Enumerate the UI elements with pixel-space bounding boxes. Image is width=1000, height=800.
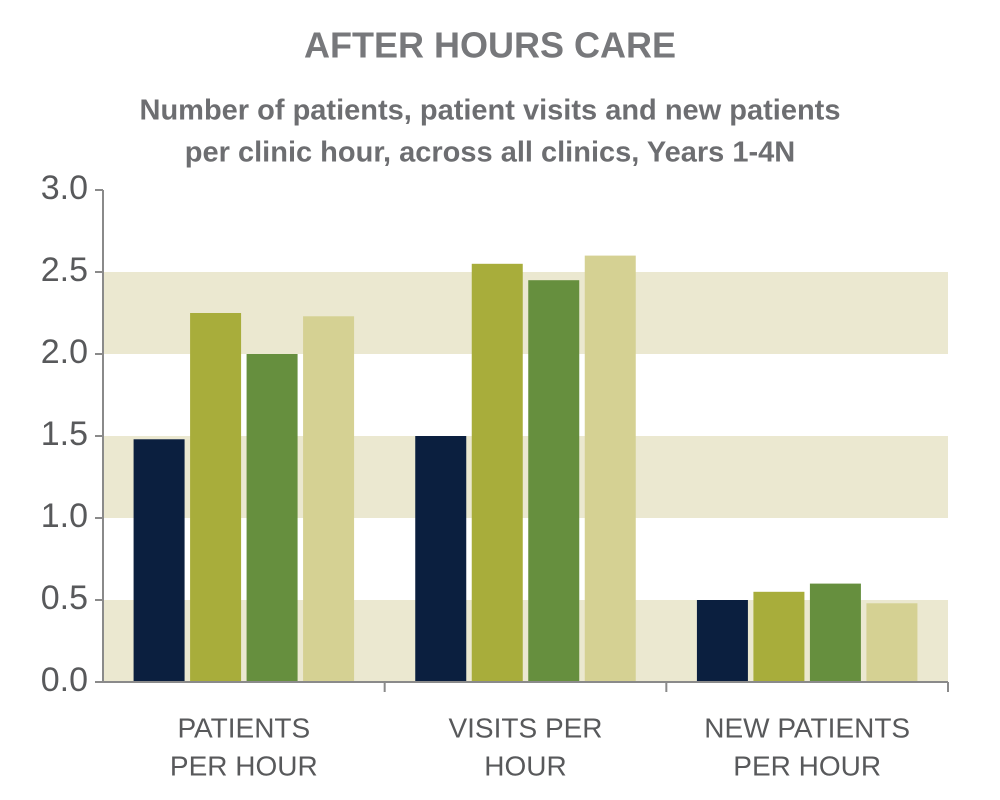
bar <box>415 436 467 682</box>
x-tick-label: HOUR <box>484 750 566 781</box>
chart-subtitle: Number of patients, patient visits and n… <box>140 95 841 127</box>
y-tick-label: 2.0 <box>41 333 88 371</box>
chart-subtitle: per clinic hour, across all clinics, Yea… <box>185 137 795 169</box>
bar <box>528 280 580 682</box>
bar <box>190 313 242 682</box>
x-tick-label: NEW PATIENTS <box>704 712 910 743</box>
bar <box>696 600 748 682</box>
x-tick-label: PER HOUR <box>733 750 881 781</box>
bar <box>584 255 636 682</box>
bar <box>866 603 918 682</box>
y-tick-label: 1.0 <box>41 497 88 535</box>
bar <box>471 263 523 682</box>
y-tick-label: 1.5 <box>41 415 88 453</box>
x-tick-label: PER HOUR <box>170 750 318 781</box>
y-tick-label: 0.5 <box>41 579 88 617</box>
bar <box>246 354 298 682</box>
bar <box>133 439 185 682</box>
grid-band <box>103 272 948 354</box>
x-tick-label: VISITS PER <box>448 712 602 743</box>
y-tick-label: 3.0 <box>41 169 88 207</box>
bar <box>753 591 805 682</box>
grid-band <box>103 600 948 682</box>
x-tick-label: PATIENTS <box>177 712 310 743</box>
chart-title: AFTER HOURS CARE <box>304 25 676 66</box>
y-tick-label: 2.5 <box>41 251 88 289</box>
y-tick-label: 0.0 <box>41 661 88 699</box>
bar <box>303 316 355 682</box>
grid-band <box>103 436 948 518</box>
bar <box>809 583 861 682</box>
